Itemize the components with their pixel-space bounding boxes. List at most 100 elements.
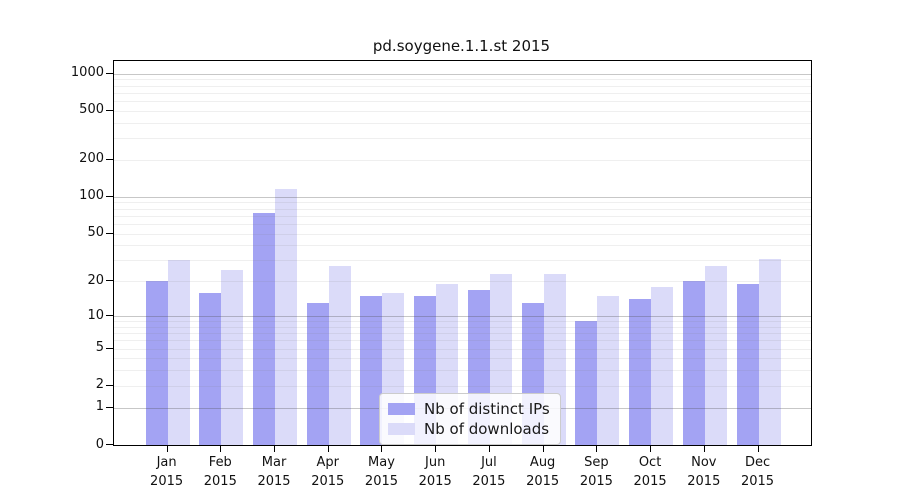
x-tick-year: 2015 (150, 473, 184, 489)
chart-title: pd.soygene.1.1.st 2015 (372, 37, 551, 55)
gridline-minor (114, 245, 811, 247)
gridline-minor (114, 321, 811, 323)
bar-downloads-mar (275, 189, 298, 445)
x-tick-year: 2015 (418, 473, 452, 489)
x-tick-mark (166, 445, 168, 452)
x-tick-label-jan: Jan 2015 (135, 454, 199, 492)
legend-swatch-downloads (388, 423, 415, 435)
y-tick-label: 50 (87, 225, 104, 241)
legend-swatch-distinct-ips (388, 403, 415, 415)
gridline-minor (114, 281, 811, 283)
gridline-minor (114, 159, 811, 161)
gridline-minor (114, 370, 811, 372)
gridline-minor (114, 202, 811, 204)
bar-distinct-ips-apr (306, 303, 329, 445)
bar-distinct-ips-jan (145, 281, 168, 445)
y-tick-label: 200 (79, 151, 104, 167)
x-tick-month: Jun (425, 455, 446, 470)
gridline-minor (114, 233, 811, 235)
x-tick-label-apr: Apr 2015 (296, 454, 360, 492)
gridline-minor (114, 208, 811, 210)
x-tick-label-nov: Nov 2015 (672, 454, 736, 492)
gridline-minor (114, 223, 811, 225)
x-tick-year: 2015 (687, 473, 721, 489)
y-tick-mark (106, 232, 113, 234)
x-tick-month: Nov (691, 455, 717, 470)
x-tick-year: 2015 (472, 473, 506, 489)
bar-downloads-feb (221, 269, 244, 445)
bar-downloads-dec (758, 258, 781, 445)
y-tick-mark (106, 315, 113, 317)
bar-distinct-ips-dec (736, 283, 759, 445)
gridline-minor (114, 333, 811, 335)
x-tick-mark (650, 445, 652, 452)
bar-distinct-ips-mar (253, 212, 276, 445)
legend-item-distinct-ips: Nb of distinct IPs (388, 399, 550, 419)
x-tick-label-aug: Aug 2015 (511, 454, 575, 492)
x-tick-mark (488, 445, 490, 452)
x-tick-label-mar: Mar 2015 (242, 454, 306, 492)
legend-item-downloads: Nb of downloads (388, 419, 550, 439)
y-tick-label: 100 (79, 188, 104, 204)
x-tick-month: Mar (261, 455, 287, 470)
gridline-minor (114, 110, 811, 112)
x-tick-mark (381, 445, 383, 452)
y-tick-label: 1000 (70, 65, 104, 81)
gridline-minor (114, 348, 811, 350)
gridline-major (114, 73, 811, 75)
x-tick-year: 2015 (633, 473, 667, 489)
y-tick-label: 0 (95, 436, 104, 452)
x-tick-mark (757, 445, 759, 452)
bar-downloads-oct (651, 286, 674, 445)
bar-downloads-jan (167, 260, 190, 445)
gridline-minor (114, 340, 811, 342)
x-tick-year: 2015 (364, 473, 399, 489)
x-tick-year: 2015 (579, 473, 613, 489)
legend-label-distinct-ips: Nb of distinct IPs (424, 400, 550, 418)
y-tick-mark (106, 444, 113, 445)
x-tick-label-dec: Dec 2015 (726, 454, 790, 492)
y-tick-label: 1 (95, 399, 104, 415)
x-tick-label-may: May 2015 (349, 454, 413, 492)
gridline-major (114, 196, 811, 198)
bar-distinct-ips-may (360, 295, 383, 445)
y-tick-mark (106, 384, 113, 386)
gridline-minor (114, 215, 811, 217)
x-tick-year: 2015 (203, 473, 237, 489)
y-tick-label: 20 (87, 272, 104, 288)
x-tick-month: Dec (744, 455, 771, 470)
plot-area (113, 60, 812, 446)
y-tick-mark (106, 109, 113, 111)
x-tick-month: Sep (584, 455, 609, 470)
gridline-minor (114, 385, 811, 387)
y-tick-label: 10 (87, 307, 104, 323)
x-tick-mark (274, 445, 276, 452)
x-tick-month: Aug (529, 455, 556, 470)
bar-distinct-ips-feb (199, 292, 222, 445)
bar-distinct-ips-sep (575, 321, 598, 445)
bar-downloads-apr (328, 265, 351, 445)
y-tick-mark (106, 347, 113, 349)
x-tick-year: 2015 (526, 473, 560, 489)
x-tick-label-jul: Jul 2015 (457, 454, 521, 492)
y-tick-mark (106, 280, 113, 282)
x-tick-year: 2015 (740, 473, 775, 489)
x-tick-mark (703, 445, 705, 452)
y-tick-mark (106, 195, 113, 197)
x-tick-month: Jul (481, 455, 497, 470)
x-tick-month: Oct (638, 455, 662, 470)
legend-label-downloads: Nb of downloads (424, 420, 550, 438)
gridline-minor (114, 138, 811, 140)
x-tick-label-oct: Oct 2015 (618, 454, 682, 492)
legend: Nb of distinct IPs Nb of downloads (379, 393, 561, 445)
y-tick-label: 5 (95, 340, 104, 356)
x-tick-mark (542, 445, 544, 452)
y-tick-mark (106, 158, 113, 160)
gridline-minor (114, 101, 811, 102)
x-tick-mark (220, 445, 222, 452)
y-tick-label: 500 (79, 102, 104, 118)
x-tick-label-sep: Sep 2015 (564, 454, 628, 492)
gridline-minor (114, 326, 811, 328)
bar-downloads-nov (704, 265, 727, 445)
